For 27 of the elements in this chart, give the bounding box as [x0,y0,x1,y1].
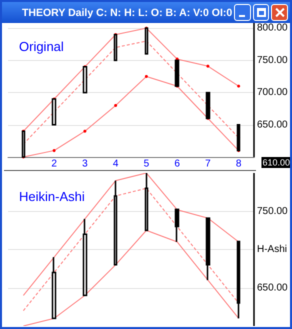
candlestick [206,217,210,281]
y-tick-label: 650.00 [257,282,288,294]
candlestick [82,218,88,296]
candlestick [144,173,148,232]
candlestick [52,256,56,320]
y-tick-label: 650.00 [257,119,288,130]
x-tick-label: 4 [112,158,119,170]
x-tick-label: 7 [205,158,212,170]
text: 610.00 [262,158,290,168]
y-tick-label: 750.00 [257,206,288,217]
y-tick-label: 700.00 [257,87,288,98]
candlestick [174,208,180,243]
text: Heikin-Ashi [19,189,85,204]
y-tick-label: 750.00 [257,54,288,66]
chart-title: THEORY Daily C: N: H: L: O: B: A: V:0 OI:0 [22,6,232,18]
text: Original [19,39,64,54]
candlestick [236,240,240,320]
x-tick-label: 3 [82,158,88,170]
line-series [22,230,240,326]
x-tick-label: 6 [174,158,180,170]
x-tick-label: 5 [144,158,150,170]
y-tick-label: 800.00 [257,22,288,34]
x-tick-label: 8 [236,158,242,170]
line-series [22,26,240,133]
y-tick-label: H-Ashi [257,244,288,255]
candlestick [114,180,118,266]
x-tick-label: 2 [51,158,58,170]
